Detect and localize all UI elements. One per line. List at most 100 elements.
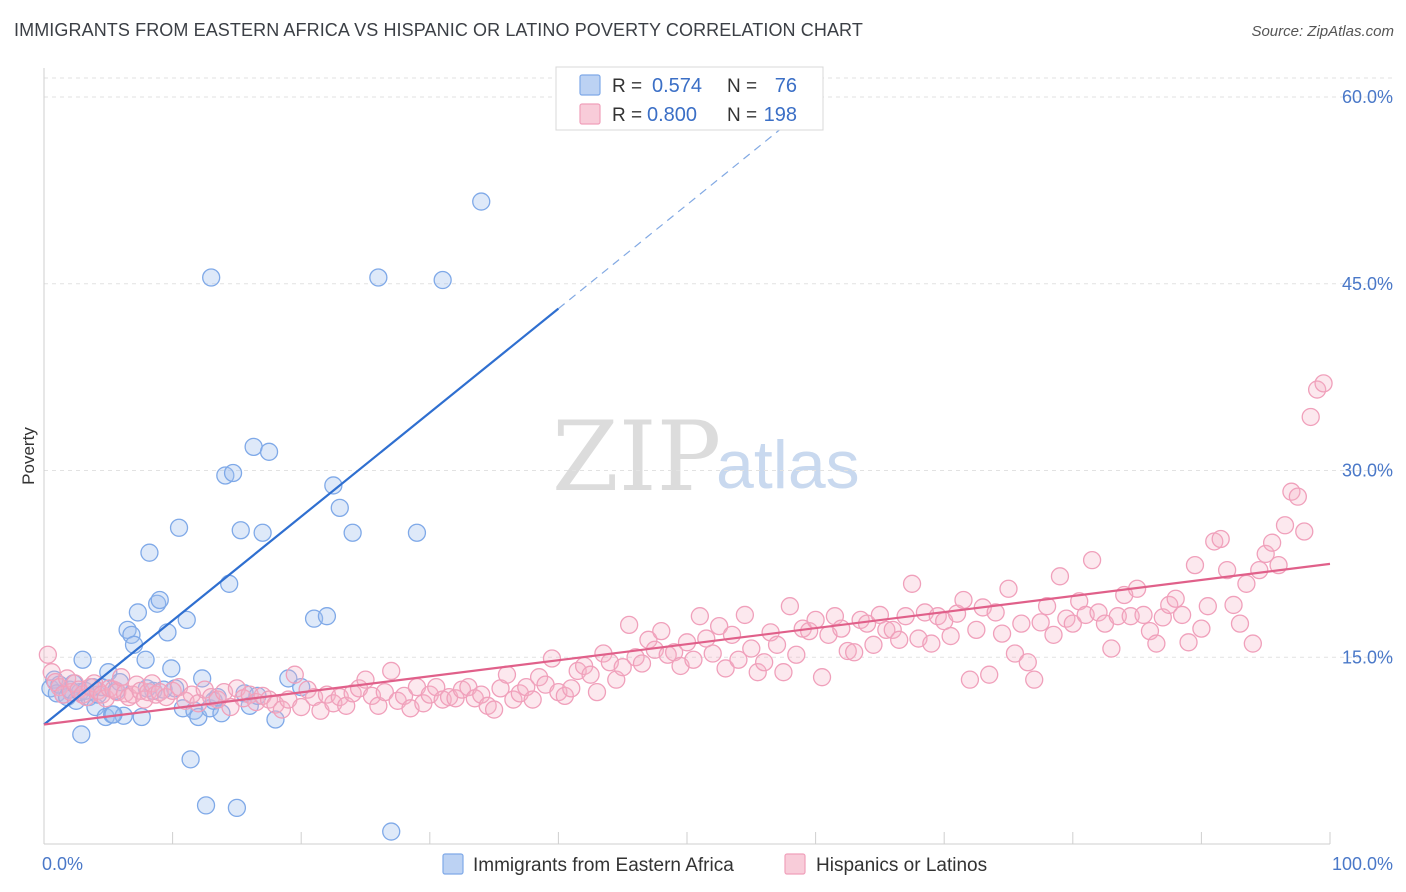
data-point xyxy=(780,597,800,616)
data-point xyxy=(1018,653,1037,672)
data-point xyxy=(108,682,127,702)
data-point xyxy=(244,437,263,456)
data-point xyxy=(748,663,767,682)
data-point xyxy=(1172,605,1192,625)
data-point xyxy=(266,710,285,729)
data-point xyxy=(877,620,896,640)
data-point xyxy=(864,635,883,654)
data-point xyxy=(729,650,748,669)
data-point xyxy=(1256,544,1275,564)
legend-swatch-blue xyxy=(579,74,601,96)
trend-line xyxy=(43,562,1331,726)
legend-r-value-pink: 0.800 xyxy=(647,104,697,126)
data-point xyxy=(529,668,549,687)
data-point xyxy=(562,679,581,698)
data-point xyxy=(1230,614,1250,633)
data-point xyxy=(1262,533,1282,552)
data-point xyxy=(941,626,960,646)
data-point xyxy=(838,641,857,661)
data-point xyxy=(542,649,562,668)
data-point xyxy=(484,700,504,719)
trend-lines xyxy=(43,100,1331,726)
points-hispanics-or-latinos xyxy=(38,374,1333,720)
data-point xyxy=(72,725,91,744)
data-point xyxy=(38,645,58,664)
data-point xyxy=(980,665,999,684)
data-point xyxy=(375,682,394,702)
data-point xyxy=(1192,619,1211,638)
data-point xyxy=(1295,522,1314,541)
trend-line-extrapolated xyxy=(558,100,816,310)
data-point xyxy=(902,574,922,593)
data-point xyxy=(832,619,851,638)
data-point xyxy=(292,697,311,717)
watermark-zip: ZIP xyxy=(552,401,721,513)
data-point xyxy=(1005,644,1025,663)
data-point xyxy=(193,669,212,688)
data-point xyxy=(169,518,189,537)
data-point xyxy=(581,665,600,684)
data-point xyxy=(1147,634,1166,653)
data-point xyxy=(1179,633,1198,652)
data-point xyxy=(136,650,155,669)
data-point xyxy=(324,476,343,495)
y-tick-labels: 15.0% 30.0% 45.0% 60.0% xyxy=(1342,87,1393,667)
legend-n-label: N = xyxy=(727,76,757,97)
points-immigrants-from-eastern-africa xyxy=(41,192,491,841)
legend-n-value-blue: 76 xyxy=(775,75,797,97)
data-point xyxy=(1185,555,1205,575)
data-point xyxy=(986,603,1005,622)
data-point xyxy=(382,822,401,841)
data-point xyxy=(73,650,92,669)
data-point xyxy=(555,686,574,705)
data-point xyxy=(212,704,231,723)
data-point xyxy=(382,661,401,681)
legend: R = 0.574 N = 76 R = 0.800 N = 198 xyxy=(555,66,824,131)
data-point xyxy=(259,442,279,461)
legend-swatch-pink xyxy=(579,103,601,125)
data-point xyxy=(587,682,607,702)
data-point xyxy=(1063,614,1082,633)
data-point xyxy=(231,521,250,540)
y-tick-label: 60.0% xyxy=(1342,87,1393,107)
data-point xyxy=(128,603,148,622)
data-point xyxy=(285,665,304,684)
data-point xyxy=(1012,614,1031,633)
series-swatch-hispanics xyxy=(784,853,806,875)
data-point xyxy=(613,658,632,677)
data-point xyxy=(999,579,1018,598)
data-point xyxy=(1243,634,1262,653)
legend-r-label: R = xyxy=(612,76,642,97)
data-point xyxy=(619,615,639,635)
data-point xyxy=(1237,574,1256,593)
data-point xyxy=(195,680,214,699)
data-point xyxy=(684,650,703,669)
data-point xyxy=(1134,605,1153,625)
data-point xyxy=(433,270,452,290)
series-label-hispanics: Hispanics or Latinos xyxy=(816,855,987,876)
data-point xyxy=(1166,589,1185,608)
watermark: ZIP atlas xyxy=(552,401,860,513)
data-point xyxy=(1301,407,1320,427)
data-point xyxy=(710,616,729,636)
legend-n-value-pink: 198 xyxy=(764,104,797,126)
data-point xyxy=(112,668,131,687)
data-point xyxy=(1288,487,1307,506)
data-point xyxy=(845,643,864,662)
data-point xyxy=(1031,613,1050,632)
legend-r-value-blue: 0.574 xyxy=(652,75,702,97)
data-point xyxy=(162,659,181,678)
data-point xyxy=(735,605,755,625)
data-point xyxy=(1250,560,1269,580)
data-point xyxy=(652,621,671,641)
data-point xyxy=(202,268,221,287)
legend-r-label: R = xyxy=(612,105,642,126)
data-point xyxy=(742,639,761,658)
data-point xyxy=(1217,560,1237,580)
trend-line xyxy=(43,307,560,726)
chart-title: IMMIGRANTS FROM EASTERN AFRICA VS HISPAN… xyxy=(14,20,863,40)
axes xyxy=(43,68,1331,845)
series-legend: Immigrants from Eastern Africa Hispanics… xyxy=(442,853,987,876)
data-point xyxy=(890,630,909,649)
source-credit: Source: ZipAtlas.com xyxy=(1251,23,1394,40)
